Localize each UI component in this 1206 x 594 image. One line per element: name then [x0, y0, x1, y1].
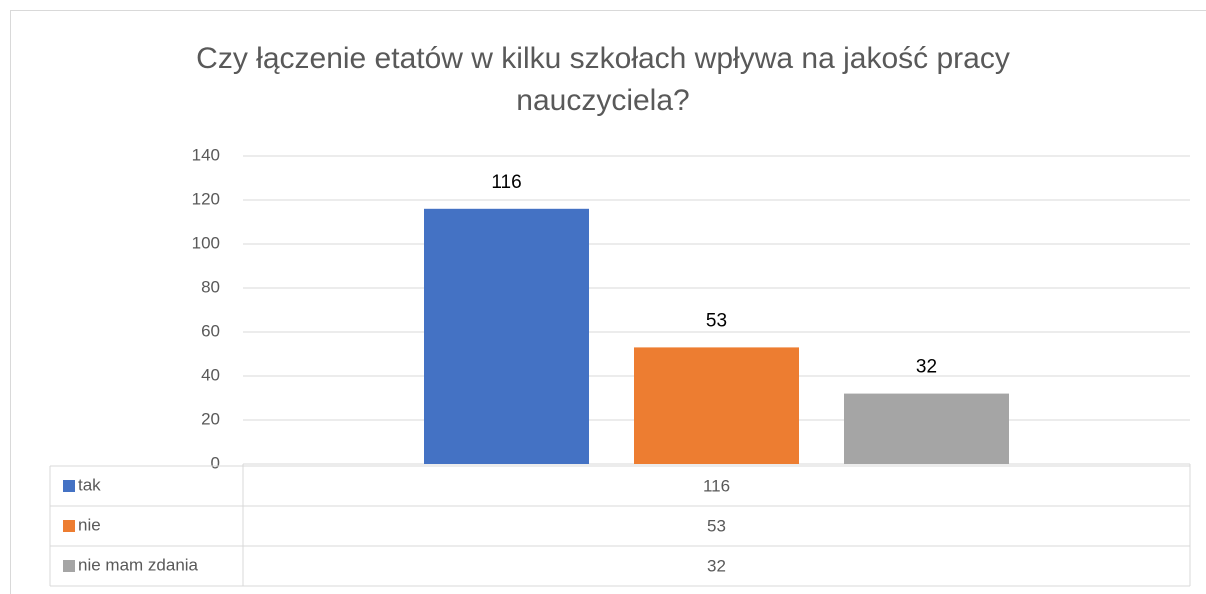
legend-swatch — [63, 560, 75, 572]
y-tick-label: 60 — [201, 321, 220, 340]
data-label: 53 — [706, 310, 727, 331]
y-tick-label: 140 — [192, 145, 220, 164]
bar — [634, 347, 799, 464]
y-tick-label: 20 — [201, 409, 220, 428]
y-tick-label: 0 — [211, 453, 220, 472]
legend-swatch — [63, 480, 75, 492]
chart-title: Czy łączenie etatów w kilku szkołach wpł… — [196, 42, 1010, 117]
y-tick-label: 120 — [192, 189, 220, 208]
bar — [844, 393, 1009, 464]
legend-label: nie mam zdania — [78, 555, 199, 574]
chart-border — [10, 10, 1206, 594]
data-label: 32 — [916, 357, 937, 378]
data-label: 116 — [491, 172, 521, 193]
y-tick-label: 80 — [201, 277, 220, 296]
y-tick-label: 40 — [201, 365, 220, 384]
table-value: 32 — [707, 556, 726, 575]
y-tick-label: 100 — [192, 233, 220, 252]
table-value: 116 — [703, 476, 730, 495]
legend-swatch — [63, 520, 75, 532]
table-value: 53 — [707, 516, 726, 535]
bar — [424, 208, 589, 464]
legend-label: tak — [78, 475, 101, 494]
legend-label: nie — [78, 515, 101, 534]
